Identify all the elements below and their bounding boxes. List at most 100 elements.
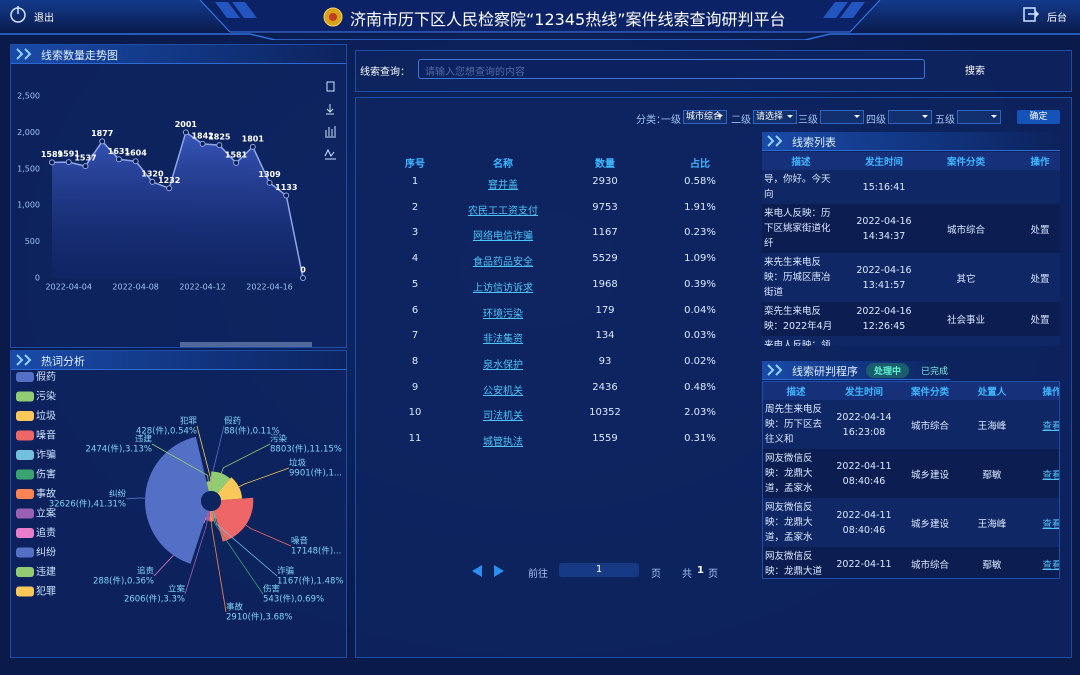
table-cell: 0.39% [684, 278, 716, 290]
tool-data-view[interactable] [326, 81, 335, 92]
level-select[interactable] [888, 110, 932, 124]
time: 14:34:37 [862, 230, 906, 242]
column-header: 序号 [405, 159, 425, 170]
level-select[interactable]: 请选择 [753, 110, 797, 124]
handler-cell: 鄢敏 [982, 469, 1002, 481]
table-cell: 9753 [592, 201, 618, 213]
back-button[interactable]: 后台 [1047, 13, 1067, 24]
next-page[interactable] [494, 565, 504, 577]
tab[interactable]: 已完成 [921, 367, 949, 377]
date: 2022-04-16 [856, 306, 912, 317]
tool-save[interactable] [326, 104, 334, 115]
action-cell[interactable]: 处置 [1030, 315, 1050, 326]
goto-label: 前往 [528, 569, 548, 580]
data-point [182, 129, 189, 136]
column-header: 描述 [762, 152, 840, 170]
action-cell[interactable]: 查看 [1042, 420, 1060, 432]
page-input[interactable]: 1 [559, 563, 639, 577]
slice-label: 1167(件),1.48% [277, 576, 343, 587]
item-link[interactable]: 非法集资 [483, 334, 523, 346]
y-tick-label: 2,500 [17, 92, 40, 101]
time: 08:40:46 [842, 524, 886, 536]
legend-swatch [16, 430, 34, 441]
action-cell[interactable]: 处置 [1030, 273, 1050, 285]
data-point [266, 179, 273, 186]
action-cell[interactable]: 查看 [1042, 469, 1060, 481]
data-point [283, 192, 290, 199]
level-name: 五级 [935, 115, 955, 126]
level-select[interactable] [820, 110, 864, 124]
table: 描述 发生时间 案件分类 处置人 操作 周先生来电反映：历下区去往义和 2022-04-14… [763, 382, 1060, 578]
zoom-slider[interactable] [180, 342, 312, 347]
table-cell: 5 [411, 278, 419, 290]
time-cell: 2022-04-16 13:41:57 [840, 253, 928, 302]
x-tick-label: 2022-04-08 [112, 283, 159, 292]
tool-line[interactable] [324, 148, 336, 160]
rose-slice [205, 510, 211, 521]
tab[interactable]: 处理中 [866, 363, 910, 378]
legend-label: 伤害 [36, 468, 56, 481]
date: 2022-04-11 [836, 460, 892, 472]
slice-name: 噪音 [291, 536, 309, 547]
value-label: 1604 [125, 149, 148, 158]
item-link[interactable]: 网络电信诈骗 [473, 231, 533, 243]
time-cell: 2022-04-16 12:26:45 [840, 302, 928, 336]
slice-label: 2474(件),3.13% [86, 444, 152, 455]
header-decor [0, 0, 1080, 40]
desc-cell: 来电人反映：领导，你好。今天向 [764, 340, 831, 346]
table-row: 网友微信反映：龙鼎大道，孟家水 2022-04-11 08:40:46 城乡建设 鄢敏 查… [763, 449, 1060, 498]
table-cell: 0.23% [684, 227, 716, 239]
category-cell: 城市综合 [910, 420, 949, 432]
level-select[interactable] [957, 110, 1001, 124]
value-label: 2001 [175, 120, 198, 129]
item-link[interactable]: 环境污染 [483, 308, 523, 320]
item-link[interactable]: 司法机关 [483, 411, 523, 423]
desc-cell: 来电人反映：历下区姚家街道化纤 [764, 208, 831, 249]
tool-bar[interactable] [325, 126, 336, 138]
level-name: 三级 [798, 115, 818, 126]
prev-page[interactable] [472, 565, 482, 577]
y-tick-label: 2,000 [17, 128, 40, 137]
item-link[interactable]: 食品药品安全 [473, 257, 533, 269]
action-cell[interactable]: 处置 [1004, 336, 1060, 346]
item-link[interactable]: 泉水保护 [483, 359, 523, 371]
data-point [216, 142, 223, 149]
action-cell[interactable]: 处置 [1030, 224, 1050, 236]
search-button[interactable]: 搜索 [965, 66, 985, 77]
slice-label: 288(件),0.36% [93, 576, 154, 587]
column-header: 案件分类 [928, 152, 1004, 170]
legend-label: 立案 [36, 507, 56, 520]
table-cell: 0.02% [684, 355, 716, 367]
table-cell: 2436 [592, 381, 618, 393]
search-input[interactable]: 请输入您想查询的内容 [418, 59, 925, 79]
item-link[interactable]: 上访信访诉求 [473, 282, 533, 294]
total-unit: 页 [708, 569, 718, 580]
date: 2022-04-11 [836, 558, 892, 570]
area-fill [52, 132, 303, 278]
item-link[interactable]: 窨井盖 [488, 180, 518, 191]
table-row: 周先生来电反映：历下区去往义和 2022-04-14 16:23:08 城市综合 王海峰… [763, 400, 1060, 449]
action-cell[interactable]: 查看 [1042, 518, 1060, 530]
table-cell: 8 [411, 355, 419, 367]
column-header: 操作 [1023, 382, 1059, 400]
item-link[interactable]: 城管执法 [483, 437, 523, 448]
level-name: 四级 [866, 115, 886, 126]
column-header: 案件分类 [899, 382, 961, 400]
item-link[interactable]: 农民工工资支付 [468, 205, 538, 217]
table-cell: 0.31% [684, 433, 716, 444]
desc-cell: 网友微信反映：龙鼎大道，孟家水 [765, 453, 813, 494]
table-cell: 2 [411, 201, 419, 213]
time-cell: 2022-04-16 14:34:37 [840, 204, 928, 253]
slice-label: 428(件),0.54% [136, 426, 197, 437]
exit-button[interactable]: 退出 [34, 13, 54, 24]
panel-title: 线索研判程序 [792, 365, 858, 378]
x-tick-label: 2022-04-04 [45, 283, 92, 292]
level-select[interactable]: 城市综合 [683, 110, 727, 124]
action-cell[interactable] [1004, 170, 1060, 204]
action-cell[interactable]: 查看 [1042, 560, 1060, 571]
confirm-button[interactable]: 确定 [1017, 110, 1060, 124]
item-link[interactable]: 公安机关 [483, 385, 523, 397]
time: 12:26:45 [862, 321, 906, 332]
leader-line [245, 524, 292, 547]
slice-label: 543(件),0.69% [263, 594, 324, 605]
